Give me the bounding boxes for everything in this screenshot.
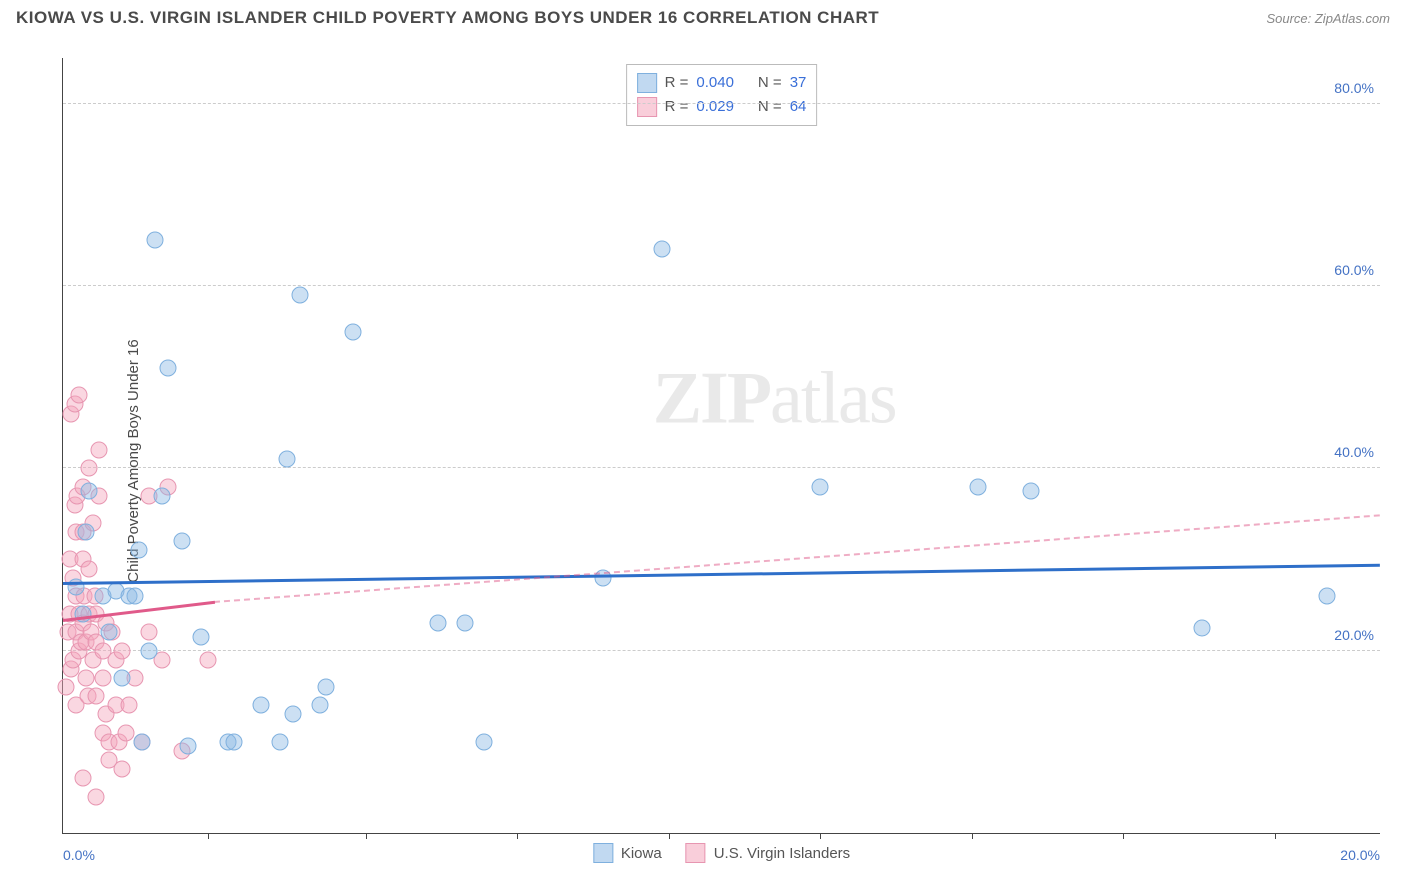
data-point [81, 460, 98, 477]
data-point [58, 679, 75, 696]
legend-label: U.S. Virgin Islanders [714, 845, 850, 862]
data-point [1022, 483, 1039, 500]
data-point [87, 688, 104, 705]
watermark-rest: atlas [770, 358, 896, 440]
data-point [318, 679, 335, 696]
data-point [476, 733, 493, 750]
gridline [63, 285, 1380, 286]
data-point [81, 560, 98, 577]
chart-title: KIOWA VS U.S. VIRGIN ISLANDER CHILD POVE… [16, 8, 879, 28]
r-value: 0.040 [696, 71, 734, 95]
x-tick-mark [1275, 833, 1276, 839]
x-tick-mark [1123, 833, 1124, 839]
data-point [1194, 619, 1211, 636]
data-point [78, 524, 95, 541]
legend-item: Kiowa [593, 843, 662, 863]
data-point [180, 738, 197, 755]
data-point [101, 624, 118, 641]
x-axis-max-label: 20.0% [1340, 847, 1380, 863]
data-point [160, 360, 177, 377]
plot-area: ZIPatlas R = 0.040 N = 37 R = 0.029 N = … [62, 58, 1380, 834]
chart-container: Child Poverty Among Boys Under 16 ZIPatl… [16, 46, 1390, 876]
chart-source: Source: ZipAtlas.com [1266, 11, 1390, 26]
data-point [193, 628, 210, 645]
data-point [199, 651, 216, 668]
data-point [153, 487, 170, 504]
data-point [812, 478, 829, 495]
stats-legend-row: R = 0.040 N = 37 [637, 71, 807, 95]
data-point [130, 542, 147, 559]
data-point [252, 697, 269, 714]
data-point [1319, 587, 1336, 604]
data-point [285, 706, 302, 723]
data-point [278, 451, 295, 468]
x-tick-mark [366, 833, 367, 839]
r-value: 0.029 [696, 95, 734, 119]
gridline [63, 103, 1380, 104]
gridline [63, 650, 1380, 651]
x-tick-mark [820, 833, 821, 839]
data-point [226, 733, 243, 750]
data-point [456, 615, 473, 632]
data-point [81, 483, 98, 500]
watermark-bold: ZIP [653, 358, 770, 440]
data-point [311, 697, 328, 714]
n-value: 37 [790, 71, 807, 95]
data-point [134, 733, 151, 750]
legend-item: U.S. Virgin Islanders [686, 843, 850, 863]
data-point [127, 587, 144, 604]
n-value: 64 [790, 95, 807, 119]
data-point [344, 323, 361, 340]
y-tick-label: 80.0% [1334, 80, 1374, 96]
data-point [114, 761, 131, 778]
legend-label: Kiowa [621, 845, 662, 862]
trend-line-usvi-extrapolated [214, 514, 1380, 603]
x-tick-mark [208, 833, 209, 839]
series-legend: Kiowa U.S. Virgin Islanders [593, 843, 850, 863]
stats-legend: R = 0.040 N = 37 R = 0.029 N = 64 [626, 64, 818, 126]
data-point [114, 670, 131, 687]
data-point [147, 232, 164, 249]
data-point [91, 442, 108, 459]
x-tick-mark [517, 833, 518, 839]
data-point [78, 670, 95, 687]
y-tick-label: 20.0% [1334, 627, 1374, 643]
stats-legend-row: R = 0.029 N = 64 [637, 95, 807, 119]
data-point [173, 533, 190, 550]
r-label: R = [665, 95, 689, 119]
y-tick-label: 40.0% [1334, 444, 1374, 460]
legend-swatch-pink [686, 843, 706, 863]
data-point [292, 287, 309, 304]
watermark: ZIPatlas [653, 357, 896, 442]
n-label: N = [758, 71, 782, 95]
data-point [140, 642, 157, 659]
data-point [94, 670, 111, 687]
x-tick-mark [669, 833, 670, 839]
chart-header: KIOWA VS U.S. VIRGIN ISLANDER CHILD POVE… [0, 0, 1406, 32]
data-point [117, 724, 134, 741]
legend-swatch-pink [637, 97, 657, 117]
gridline [63, 467, 1380, 468]
data-point [272, 733, 289, 750]
legend-swatch-blue [593, 843, 613, 863]
data-point [114, 642, 131, 659]
x-tick-mark [972, 833, 973, 839]
x-axis-min-label: 0.0% [63, 847, 95, 863]
data-point [71, 387, 88, 404]
data-point [654, 241, 671, 258]
trend-line-kiowa [63, 564, 1380, 585]
r-label: R = [665, 71, 689, 95]
legend-swatch-blue [637, 73, 657, 93]
y-tick-label: 60.0% [1334, 262, 1374, 278]
data-point [430, 615, 447, 632]
n-label: N = [758, 95, 782, 119]
data-point [120, 697, 137, 714]
data-point [970, 478, 987, 495]
data-point [87, 788, 104, 805]
data-point [74, 770, 91, 787]
data-point [140, 624, 157, 641]
